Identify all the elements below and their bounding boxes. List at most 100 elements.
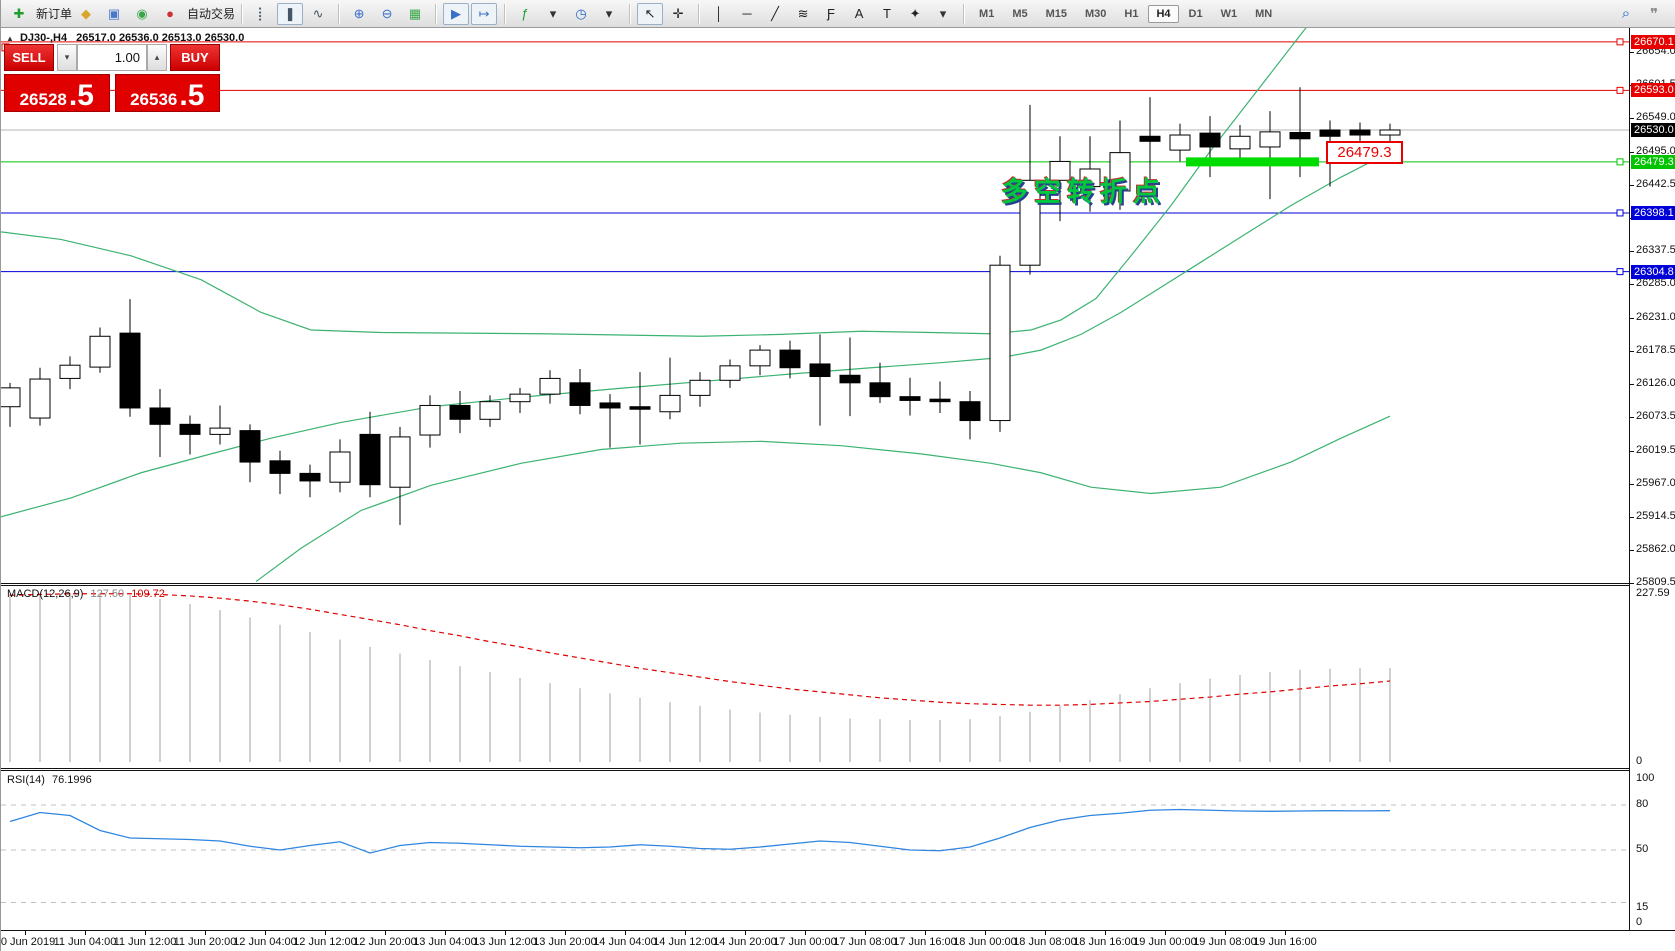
axis-tick-mark: [1630, 549, 1634, 551]
new-order-icon[interactable]: ✚: [13, 5, 25, 21]
shapes-dropdown-icon[interactable]: ▾: [939, 5, 947, 21]
chart-shift-icon[interactable]: ↦: [471, 2, 498, 25]
timeframe-m5[interactable]: M5: [1012, 7, 1028, 20]
equidistant-channel-icon[interactable]: ≋: [797, 5, 809, 21]
toolbar-separator: [629, 3, 631, 24]
time-tick-mark: [805, 931, 806, 935]
trendline-icon[interactable]: ╱: [771, 5, 779, 21]
time-label: 12 Jun 20:00: [353, 936, 417, 948]
one-click-trade-panel: SELL ▾ 1.00 ▴ BUY 26528 .5 26536 .5: [4, 44, 220, 112]
horizontal-line-icon[interactable]: ─: [742, 6, 752, 21]
timeframe-h4[interactable]: H4: [1148, 4, 1179, 23]
cursor-icon[interactable]: ↖: [637, 2, 664, 25]
sell-button[interactable]: SELL: [4, 44, 54, 71]
volume-input[interactable]: 1.00: [77, 44, 147, 71]
time-label: 18 Jun 00:00: [953, 936, 1017, 948]
macd-pane-canvas[interactable]: [1, 586, 1629, 768]
sell-price-main: 26528: [19, 90, 67, 109]
candle-chart-icon[interactable]: ❚: [277, 2, 304, 25]
candle: [1169, 134, 1191, 151]
candle: [449, 404, 471, 420]
fibonacci-icon[interactable]: Ƒ: [827, 6, 835, 21]
volume-down-button[interactable]: ▾: [57, 44, 77, 71]
text-icon[interactable]: A: [854, 6, 864, 21]
indicator-dropdown-icon[interactable]: ▾: [549, 5, 557, 21]
new-indicator-icon[interactable]: ƒ: [521, 6, 529, 21]
toolbar-group: ⡇ ❚ ∿: [244, 0, 336, 27]
time-label: 11 Jun 04:00: [53, 936, 117, 948]
price-tick-label: 25914.5: [1636, 510, 1675, 523]
price-badge: 26593.0: [1631, 83, 1675, 98]
buy-price-display[interactable]: 26536 .5: [114, 74, 220, 112]
axis-tick-mark: [1630, 283, 1634, 285]
rsi-axis-label: 50: [1636, 843, 1649, 855]
candle: [839, 374, 861, 384]
signal-icon[interactable]: ◉: [136, 5, 148, 21]
candle: [329, 451, 351, 483]
toolbar-group: ▶ ↦: [438, 0, 502, 27]
zoom-in-icon[interactable]: ⊕: [353, 5, 365, 21]
candle: [1199, 132, 1221, 148]
time-tick-mark: [325, 931, 326, 935]
candle: [1049, 160, 1071, 181]
volume-up-button[interactable]: ▴: [147, 44, 167, 71]
candle: [1109, 152, 1131, 192]
main-chart-canvas[interactable]: [1, 28, 1629, 583]
price-tick-label: 26495.0: [1636, 145, 1675, 157]
timeframe-mn[interactable]: MN: [1255, 7, 1273, 20]
sell-price-display[interactable]: 26528 .5: [4, 74, 110, 112]
bar-chart-icon[interactable]: ⡇: [257, 5, 267, 21]
candle: [1139, 135, 1161, 142]
candle: [719, 365, 741, 381]
price-axis[interactable]: 26654.026601.526549.026495.026442.526390…: [1629, 28, 1675, 930]
buy-button[interactable]: BUY: [170, 44, 220, 71]
autotrade-icon[interactable]: ●: [166, 6, 174, 21]
candle: [59, 364, 81, 379]
pane-separator-macd[interactable]: [1, 583, 1629, 586]
candle: [1289, 132, 1311, 140]
candle: [599, 402, 621, 409]
candle: [689, 379, 711, 396]
axis-tick-mark: [1630, 117, 1634, 119]
time-label: 19 Jun 08:00: [1193, 936, 1257, 948]
axis-tick-mark: [1630, 416, 1634, 418]
rsi-pane-canvas[interactable]: [1, 771, 1629, 930]
timeframe-d1[interactable]: D1: [1188, 7, 1203, 20]
timeframe-m15[interactable]: M15: [1045, 7, 1067, 20]
price-callout-box[interactable]: 26479.3: [1326, 141, 1403, 164]
toolbar-separator: [504, 3, 506, 24]
chat-icon[interactable]: ❞: [1649, 5, 1659, 23]
period-clock-icon[interactable]: ◷: [575, 5, 587, 21]
eraser-icon[interactable]: ◆: [81, 5, 92, 21]
line-chart-icon[interactable]: ∿: [312, 5, 324, 21]
candle: [629, 406, 651, 410]
tile-windows-icon[interactable]: ▦: [408, 5, 422, 21]
chart-annotation-text[interactable]: 多空转折点: [1001, 177, 1166, 207]
pane-separator-rsi[interactable]: [1, 768, 1629, 771]
candle: [359, 433, 381, 486]
candle: [659, 394, 681, 413]
candle: [1259, 131, 1281, 148]
candle: [959, 401, 981, 422]
toolbar-separator: [338, 3, 340, 24]
timeframe-w1[interactable]: W1: [1220, 7, 1238, 20]
candle: [419, 404, 441, 436]
toolbar-group: ↖ ✛: [632, 0, 696, 27]
label-icon[interactable]: T: [883, 6, 891, 21]
axis-tick-mark: [1630, 582, 1634, 584]
search-icon[interactable]: ⌕: [1621, 5, 1631, 22]
timeframe-m1[interactable]: M1: [979, 7, 995, 20]
time-tick-mark: [1225, 931, 1226, 935]
time-label: 11 Jun 12:00: [113, 936, 177, 948]
price-tick-label: 26285.0: [1636, 277, 1675, 290]
timeframe-h1[interactable]: H1: [1124, 7, 1139, 20]
period-dropdown-icon[interactable]: ▾: [605, 5, 613, 21]
new-window-icon[interactable]: ▣: [107, 5, 121, 21]
crosshair-icon[interactable]: ✛: [672, 5, 684, 21]
timeframe-m30[interactable]: M30: [1085, 7, 1107, 20]
auto-scroll-icon[interactable]: ▶: [443, 2, 470, 25]
vertical-line-icon[interactable]: │: [714, 6, 724, 21]
shapes-icon[interactable]: ✦: [909, 5, 921, 21]
zoom-out-icon[interactable]: ⊖: [381, 5, 393, 21]
time-axis[interactable]: 10 Jun 2019 11 Jun 04:00 11 Jun 12:00 11 Ju…: [1, 930, 1675, 951]
